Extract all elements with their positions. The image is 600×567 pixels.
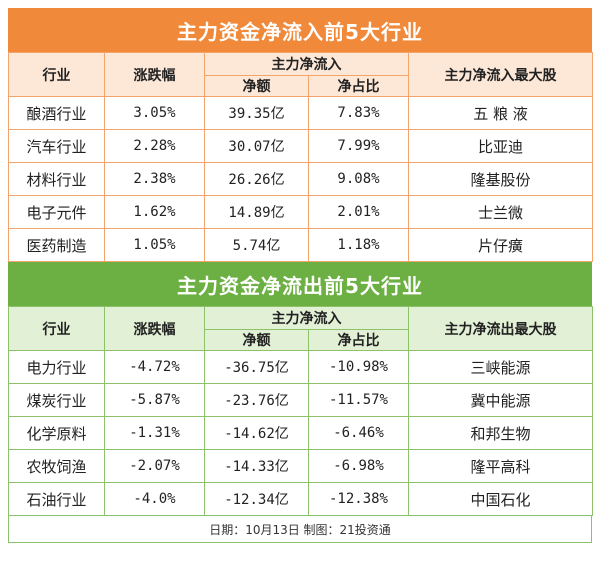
header-top-stock: 主力净流入最大股	[408, 52, 593, 97]
cell-stock: 片仔癀	[408, 228, 593, 262]
cell-stock: 和邦生物	[408, 416, 593, 450]
cell-amount: -36.75亿	[204, 350, 309, 384]
cell-change: 1.62%	[104, 195, 205, 229]
header-main-flow: 主力净流入	[204, 306, 409, 330]
cell-amount: 5.74亿	[204, 228, 309, 262]
cell-amount: 14.89亿	[204, 195, 309, 229]
header-top-stock: 主力净流出最大股	[408, 306, 593, 351]
cell-change: 3.05%	[104, 96, 205, 130]
inflow-header-row: 行业 涨跌幅 主力净流入 主力净流入最大股	[8, 52, 593, 97]
cell-amount: -23.76亿	[204, 383, 309, 417]
infographic: 主力资金净流入前5大行业 行业 涨跌幅 主力净流入 主力净流入最大股 净额 净占…	[8, 8, 593, 543]
outflow-subheader-row: 净额 净占比	[9, 329, 593, 351]
cell-stock: 五 粮 液	[408, 96, 593, 130]
table-row: 电子元件 1.62% 14.89亿 2.01% 士兰微	[8, 195, 593, 229]
footer-credit: 日期：10月13日 制图：21投资通	[8, 516, 592, 543]
table-row: 石油行业 -4.0% -12.34亿 -12.38% 中国石化	[8, 482, 593, 516]
cell-amount: 26.26亿	[204, 162, 309, 196]
cell-change: -5.87%	[104, 383, 205, 417]
cell-change: -2.07%	[104, 449, 205, 483]
inflow-title: 主力资金净流入前5大行业	[8, 8, 592, 52]
cell-ratio: 7.83%	[308, 96, 409, 130]
inflow-subheader-row: 净额 净占比	[9, 75, 593, 97]
cell-stock: 士兰微	[408, 195, 593, 229]
table-row: 酿酒行业 3.05% 39.35亿 7.83% 五 粮 液	[8, 96, 593, 130]
table-row: 材料行业 2.38% 26.26亿 9.08% 隆基股份	[8, 162, 593, 196]
cell-change: 2.28%	[104, 129, 205, 163]
cell-stock: 隆平高科	[408, 449, 593, 483]
header-change: 涨跌幅	[104, 52, 205, 97]
inflow-table: 行业 涨跌幅 主力净流入 主力净流入最大股 净额 净占比 酿酒行业 3.05% …	[8, 52, 593, 262]
cell-stock: 三峡能源	[408, 350, 593, 384]
cell-industry: 煤炭行业	[8, 383, 105, 417]
table-row: 农牧饲渔 -2.07% -14.33亿 -6.98% 隆平高科	[8, 449, 593, 483]
header-net-ratio: 净占比	[308, 329, 409, 351]
cell-amount: 30.07亿	[204, 129, 309, 163]
outflow-header-row: 行业 涨跌幅 主力净流入 主力净流出最大股	[8, 306, 593, 351]
cell-industry: 石油行业	[8, 482, 105, 516]
table-row: 煤炭行业 -5.87% -23.76亿 -11.57% 冀中能源	[8, 383, 593, 417]
cell-ratio: -6.98%	[308, 449, 409, 483]
cell-ratio: -12.38%	[308, 482, 409, 516]
table-row: 化学原料 -1.31% -14.62亿 -6.46% 和邦生物	[8, 416, 593, 450]
table-row: 汽车行业 2.28% 30.07亿 7.99% 比亚迪	[8, 129, 593, 163]
header-main-flow: 主力净流入	[204, 52, 409, 76]
cell-ratio: 9.08%	[308, 162, 409, 196]
outflow-title: 主力资金净流出前5大行业	[8, 262, 592, 306]
cell-industry: 汽车行业	[8, 129, 105, 163]
cell-change: -1.31%	[104, 416, 205, 450]
outflow-table: 行业 涨跌幅 主力净流入 主力净流出最大股 净额 净占比 电力行业 -4.72%…	[8, 306, 593, 516]
cell-industry: 农牧饲渔	[8, 449, 105, 483]
table-row: 电力行业 -4.72% -36.75亿 -10.98% 三峡能源	[8, 350, 593, 384]
cell-industry: 电子元件	[8, 195, 105, 229]
cell-stock: 隆基股份	[408, 162, 593, 196]
header-net-ratio: 净占比	[308, 75, 409, 97]
cell-industry: 化学原料	[8, 416, 105, 450]
header-industry: 行业	[8, 52, 105, 97]
cell-ratio: 7.99%	[308, 129, 409, 163]
header-net-amount: 净额	[204, 75, 309, 97]
header-industry: 行业	[8, 306, 105, 351]
cell-ratio: 2.01%	[308, 195, 409, 229]
header-net-amount: 净额	[204, 329, 309, 351]
cell-stock: 冀中能源	[408, 383, 593, 417]
cell-ratio: -11.57%	[308, 383, 409, 417]
cell-industry: 酿酒行业	[8, 96, 105, 130]
cell-industry: 材料行业	[8, 162, 105, 196]
cell-change: -4.0%	[104, 482, 205, 516]
cell-ratio: 1.18%	[308, 228, 409, 262]
cell-ratio: -6.46%	[308, 416, 409, 450]
cell-stock: 比亚迪	[408, 129, 593, 163]
cell-industry: 医药制造	[8, 228, 105, 262]
cell-industry: 电力行业	[8, 350, 105, 384]
table-row: 医药制造 1.05% 5.74亿 1.18% 片仔癀	[8, 228, 593, 262]
header-change: 涨跌幅	[104, 306, 205, 351]
cell-ratio: -10.98%	[308, 350, 409, 384]
cell-stock: 中国石化	[408, 482, 593, 516]
cell-amount: -14.62亿	[204, 416, 309, 450]
cell-amount: 39.35亿	[204, 96, 309, 130]
cell-amount: -12.34亿	[204, 482, 309, 516]
cell-change: -4.72%	[104, 350, 205, 384]
cell-change: 2.38%	[104, 162, 205, 196]
cell-amount: -14.33亿	[204, 449, 309, 483]
cell-change: 1.05%	[104, 228, 205, 262]
